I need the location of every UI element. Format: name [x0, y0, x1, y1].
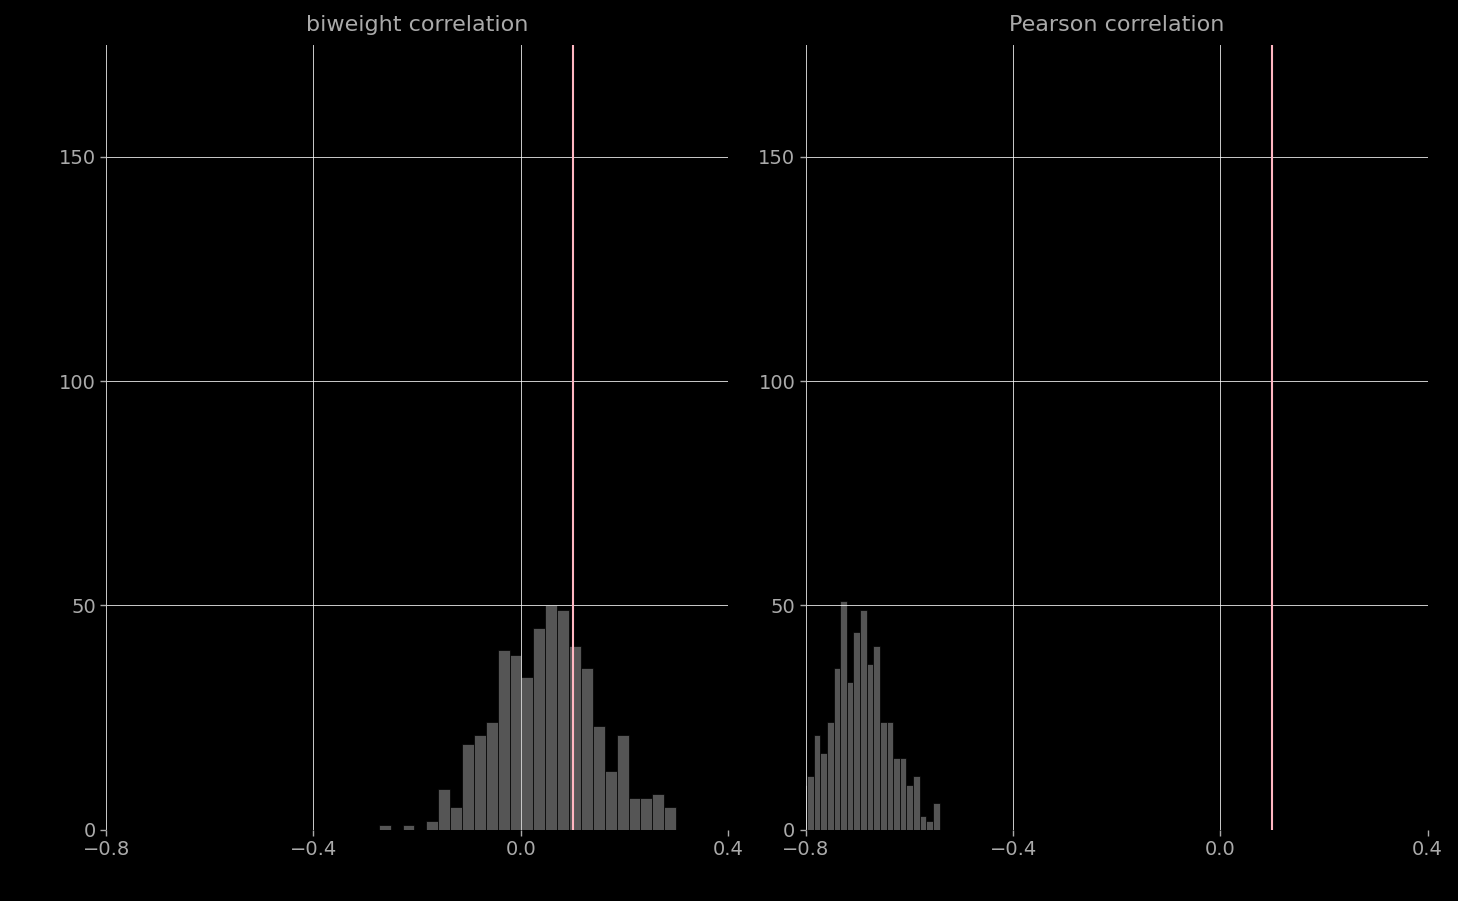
Bar: [866, 664, 873, 830]
Bar: [605, 771, 617, 830]
Bar: [780, 821, 787, 830]
Bar: [933, 803, 939, 830]
Bar: [886, 722, 894, 830]
Bar: [628, 798, 640, 830]
Bar: [894, 758, 900, 830]
Bar: [860, 610, 866, 830]
Bar: [522, 678, 534, 830]
Bar: [834, 669, 840, 830]
Bar: [593, 726, 605, 830]
Bar: [569, 646, 580, 830]
Bar: [847, 681, 853, 830]
Bar: [793, 812, 800, 830]
Bar: [665, 807, 677, 830]
Bar: [402, 825, 414, 830]
Bar: [534, 628, 545, 830]
Bar: [907, 785, 913, 830]
Bar: [617, 735, 628, 830]
Bar: [486, 722, 497, 830]
Bar: [557, 610, 569, 830]
Bar: [827, 722, 834, 830]
Bar: [800, 785, 808, 830]
Bar: [497, 651, 510, 830]
Bar: [451, 807, 462, 830]
Bar: [426, 821, 439, 830]
Bar: [545, 605, 557, 830]
Bar: [920, 816, 926, 830]
Bar: [439, 789, 451, 830]
Bar: [580, 669, 593, 830]
Bar: [787, 812, 793, 830]
Bar: [881, 722, 886, 830]
Bar: [474, 735, 486, 830]
Bar: [640, 798, 652, 830]
Bar: [840, 601, 847, 830]
Bar: [510, 655, 522, 830]
Bar: [853, 633, 860, 830]
Title: Pearson correlation: Pearson correlation: [1009, 15, 1225, 35]
Bar: [462, 744, 474, 830]
Bar: [808, 776, 814, 830]
Bar: [873, 646, 881, 830]
Bar: [379, 825, 391, 830]
Bar: [913, 776, 920, 830]
Bar: [926, 821, 933, 830]
Bar: [821, 753, 827, 830]
Bar: [900, 758, 907, 830]
Bar: [652, 794, 665, 830]
Title: biweight correlation: biweight correlation: [306, 15, 528, 35]
Bar: [774, 821, 780, 830]
Bar: [814, 735, 821, 830]
